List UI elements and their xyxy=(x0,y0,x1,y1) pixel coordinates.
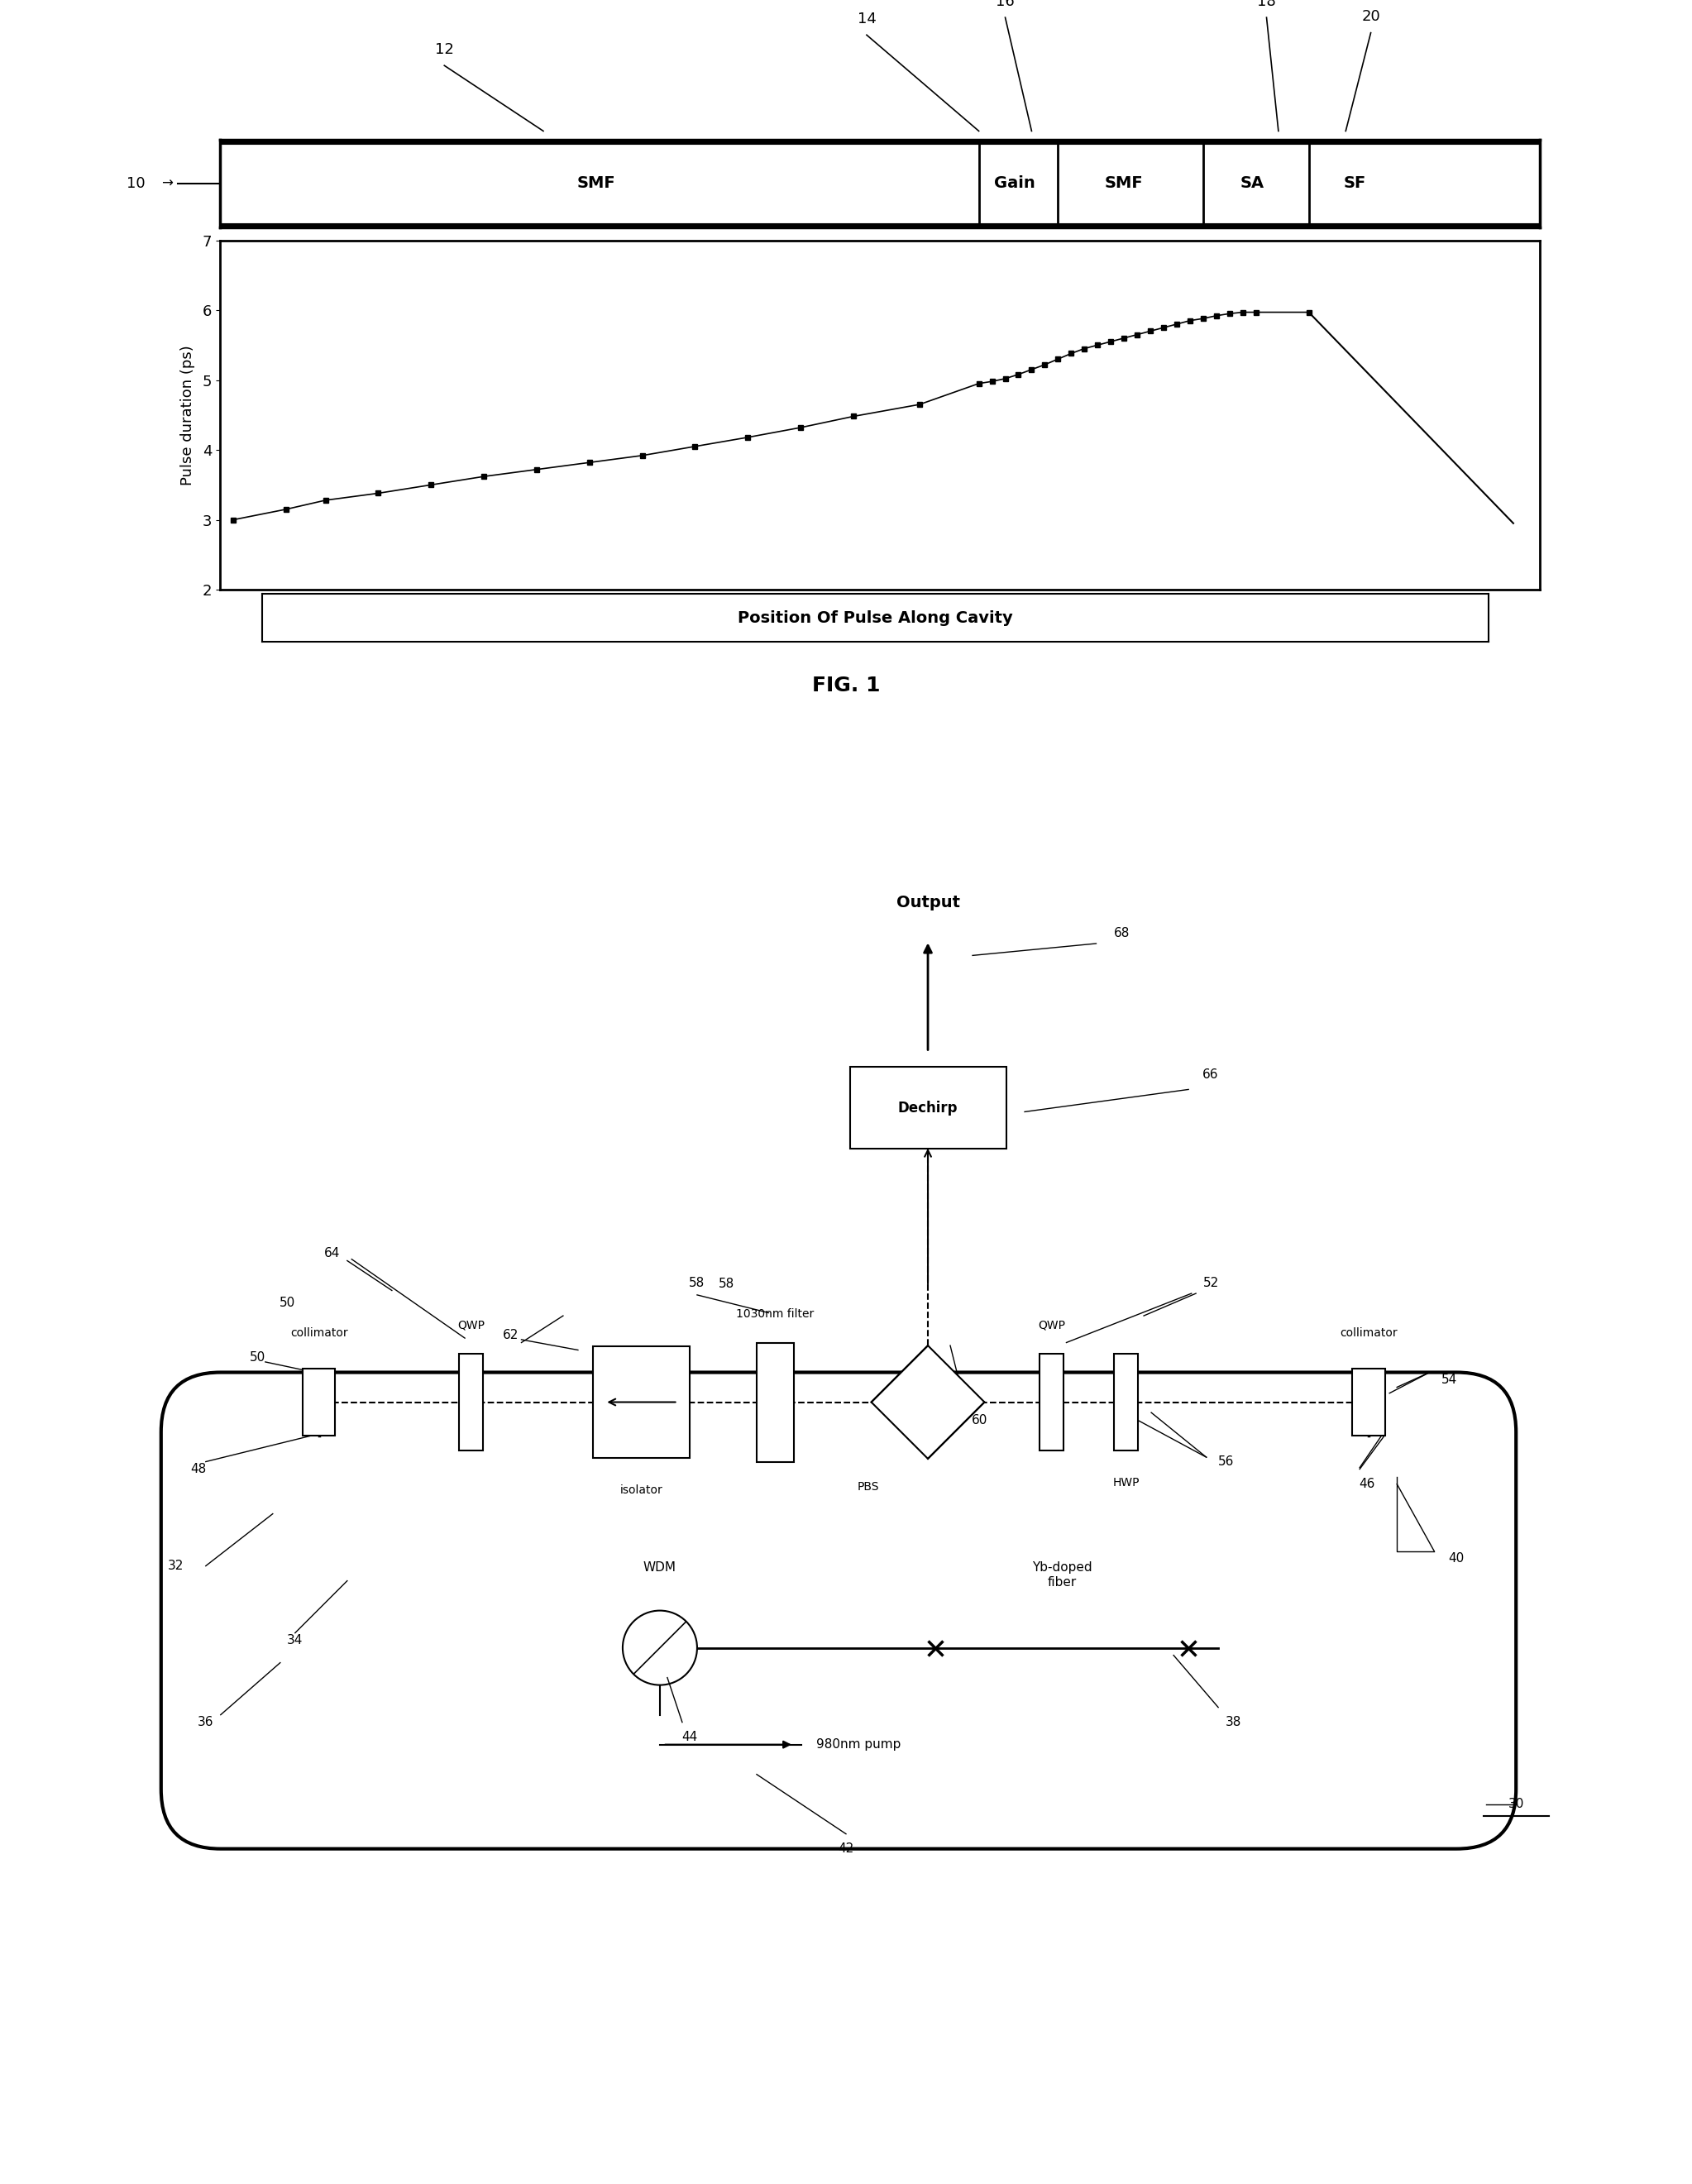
Text: 10: 10 xyxy=(127,177,146,190)
Text: SF: SF xyxy=(1343,175,1365,192)
Text: 34: 34 xyxy=(288,1634,303,1647)
Text: WDM: WDM xyxy=(643,1562,677,1572)
Text: 980nm pump: 980nm pump xyxy=(816,1738,900,1752)
Bar xyxy=(303,1369,335,1435)
Text: 64: 64 xyxy=(325,1247,340,1260)
Bar xyxy=(592,1345,690,1459)
Text: PBS: PBS xyxy=(858,1481,880,1492)
Text: 66: 66 xyxy=(1203,1068,1218,1081)
Text: 20: 20 xyxy=(1362,9,1381,24)
Text: 56: 56 xyxy=(1218,1455,1233,1468)
Bar xyxy=(849,1068,1007,1149)
Text: 60: 60 xyxy=(971,1413,988,1426)
Bar xyxy=(1113,1354,1137,1450)
Text: 30: 30 xyxy=(1508,1797,1524,1811)
Y-axis label: Pulse duration (ps): Pulse duration (ps) xyxy=(181,345,196,485)
Text: 14: 14 xyxy=(858,11,876,26)
Text: 36: 36 xyxy=(198,1717,213,1728)
FancyBboxPatch shape xyxy=(161,1372,1516,1850)
Text: 46: 46 xyxy=(1359,1479,1376,1489)
Bar xyxy=(1352,1369,1386,1435)
Text: 40: 40 xyxy=(1448,1553,1465,1564)
Text: 42: 42 xyxy=(838,1843,854,1854)
Text: 1030nm filter: 1030nm filter xyxy=(736,1308,814,1321)
Text: 32: 32 xyxy=(168,1559,184,1572)
Text: 68: 68 xyxy=(1113,926,1130,939)
Text: collimator: collimator xyxy=(1340,1328,1398,1339)
Bar xyxy=(1039,1354,1063,1450)
Text: 54: 54 xyxy=(1442,1374,1457,1387)
Text: 52: 52 xyxy=(1203,1278,1218,1289)
Bar xyxy=(459,1354,482,1450)
Text: isolator: isolator xyxy=(619,1485,663,1496)
Text: 58: 58 xyxy=(719,1278,734,1291)
Text: 48: 48 xyxy=(190,1463,206,1476)
Text: 50: 50 xyxy=(279,1297,296,1308)
Text: HWP: HWP xyxy=(1112,1476,1139,1489)
Text: 16: 16 xyxy=(997,0,1015,9)
Text: 18: 18 xyxy=(1257,0,1276,9)
Bar xyxy=(756,1343,794,1461)
Polygon shape xyxy=(871,1345,985,1459)
Text: →: → xyxy=(161,177,173,190)
Text: Dechirp: Dechirp xyxy=(898,1101,958,1116)
Text: 44: 44 xyxy=(682,1732,697,1743)
Text: 62: 62 xyxy=(503,1328,519,1341)
Text: 58: 58 xyxy=(689,1278,706,1289)
Text: Output: Output xyxy=(897,895,959,911)
Text: SMF: SMF xyxy=(577,175,616,192)
Text: Position Of Pulse Along Cavity: Position Of Pulse Along Cavity xyxy=(738,609,1014,627)
Text: 38: 38 xyxy=(1225,1717,1242,1728)
Text: Yb-doped
fiber: Yb-doped fiber xyxy=(1032,1562,1091,1588)
Text: QWP: QWP xyxy=(457,1319,484,1332)
Text: QWP: QWP xyxy=(1037,1319,1066,1332)
Text: Gain: Gain xyxy=(993,175,1036,192)
Text: SA: SA xyxy=(1240,175,1264,192)
Text: collimator: collimator xyxy=(289,1328,347,1339)
Text: FIG. 1: FIG. 1 xyxy=(812,675,880,697)
Text: 50: 50 xyxy=(250,1352,266,1363)
Text: SMF: SMF xyxy=(1105,175,1144,192)
Text: 12: 12 xyxy=(435,41,453,57)
